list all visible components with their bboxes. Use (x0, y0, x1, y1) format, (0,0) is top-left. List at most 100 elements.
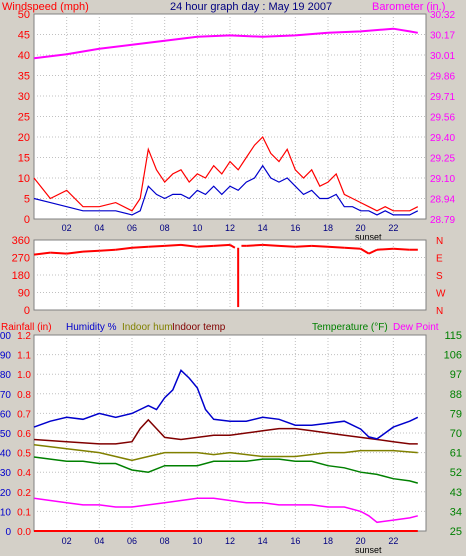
rain-tick-label: 1.0 (17, 370, 31, 381)
direction-segment (393, 247, 410, 251)
x-tick-label: 20 (356, 223, 366, 233)
x-tick-label: 14 (258, 536, 268, 546)
direction-segment (327, 245, 345, 249)
direction-segment (368, 248, 378, 255)
y-tick-label: 5 (24, 194, 30, 206)
y-tick-label: 270 (12, 253, 30, 265)
legend-dew-point: Dew Point (393, 322, 439, 333)
direction-segment (99, 248, 116, 252)
y-tick-label: 180 (12, 270, 30, 282)
y-tick-label: 43 (450, 487, 462, 499)
direction-segment (82, 249, 100, 253)
y-tick-label: 25 (18, 112, 30, 124)
y-tick-label: N (436, 306, 443, 317)
x-tick-label: 02 (62, 223, 72, 233)
y-tick-label: 30 (18, 91, 30, 103)
legend-indoor-hum: Indoor hum (122, 322, 173, 333)
direction-segment (50, 251, 67, 255)
y-tick-label: 61 (450, 448, 462, 460)
sunset-label-3: sunset (355, 545, 382, 555)
y-tick-label: 52 (450, 467, 462, 479)
y-tick-label: 90 (0, 351, 11, 362)
y-tick-label: 50 (18, 9, 30, 21)
rain-tick-label: 0.8 (17, 390, 31, 401)
x-tick-label: 22 (388, 536, 398, 546)
y-tick-label: 28.94 (430, 195, 455, 206)
y-tick-label: 79 (450, 408, 462, 420)
y-tick-label: 10 (18, 173, 30, 185)
y-tick-label: 40 (18, 50, 30, 62)
temperature-series (33, 456, 418, 484)
y-tick-label: 29.56 (430, 113, 455, 124)
wind-axis-label: Windspeed (mph) (2, 1, 89, 13)
direction-segment (262, 243, 280, 247)
y-tick-label: 10 (0, 507, 11, 518)
x-tick-label: 02 (62, 536, 72, 546)
x-tick-label: 12 (225, 536, 235, 546)
direction-segment (376, 247, 394, 251)
y-tick-label: 88 (450, 389, 462, 401)
legend-temperature: Temperature (°F) (312, 322, 388, 333)
x-tick-label: 18 (323, 223, 333, 233)
direction-segment (344, 246, 361, 250)
y-tick-label: 0 (5, 527, 11, 538)
y-tick-label: 70 (0, 390, 11, 401)
rain-tick-label: 0.6 (17, 429, 31, 440)
x-tick-label: 12 (225, 223, 235, 233)
rain-tick-label: 0.5 (17, 449, 31, 460)
x-tick-label: 06 (127, 536, 137, 546)
x-tick-label: 14 (258, 223, 268, 233)
rain-tick-label: 0.2 (17, 488, 31, 499)
chart-title: 24 hour graph day : May 19 2007 (170, 1, 332, 13)
y-tick-label: N (436, 236, 443, 247)
y-tick-label: 360 (12, 235, 30, 247)
dew-point-series (33, 497, 418, 524)
y-tick-label: 29.86 (430, 72, 455, 83)
y-tick-label: 90 (18, 288, 30, 300)
y-tick-label: 15 (18, 153, 30, 165)
rain-tick-label: 0.1 (17, 507, 31, 518)
direction-segment (213, 243, 231, 247)
barometer-series (33, 27, 418, 60)
direction-segment (131, 245, 149, 249)
direction-segment (115, 246, 133, 251)
y-tick-label: S (436, 271, 443, 282)
y-tick-label: 30.17 (430, 31, 455, 42)
y-tick-label: 40 (0, 449, 11, 460)
direction-segment (229, 244, 236, 249)
windspeed-series (33, 164, 419, 216)
y-tick-label: 35 (18, 71, 30, 83)
y-tick-label: W (436, 289, 446, 300)
direction-segment (295, 244, 312, 248)
direction-segment (311, 244, 329, 248)
y-tick-label: 100 (0, 331, 11, 342)
sunset-label-1: sunset (355, 232, 382, 242)
direction-segment (164, 243, 182, 247)
y-tick-label: 30 (0, 468, 11, 479)
y-tick-label: 20 (18, 132, 30, 144)
y-tick-label: 115 (444, 330, 462, 342)
y-tick-label: 80 (0, 370, 11, 381)
x-tick-label: 16 (290, 223, 300, 233)
x-tick-label: 06 (127, 223, 137, 233)
y-tick-label: 30.32 (430, 10, 455, 21)
direction-segment (33, 251, 51, 256)
y-tick-label: 0 (24, 305, 30, 317)
y-tick-label: 50 (0, 429, 11, 440)
direction-segment (197, 244, 214, 248)
indoor-temp-series (33, 418, 418, 445)
y-tick-label: 29.40 (430, 133, 455, 144)
indoor-hum-series (33, 444, 418, 462)
legend-indoor-temp: Indoor temp (172, 322, 226, 333)
direction-segment (278, 244, 296, 248)
y-tick-label: 29.10 (430, 174, 455, 185)
x-tick-label: 16 (290, 536, 300, 546)
y-tick-label: 30.01 (430, 51, 455, 62)
rain-tick-label: 0.7 (17, 409, 31, 420)
y-tick-label: 29.71 (430, 92, 455, 103)
rain-tick-label: 0.4 (17, 468, 31, 479)
humidity-series (33, 369, 419, 440)
rain-tick-label: 1.1 (17, 351, 31, 362)
gust-series (33, 135, 419, 212)
